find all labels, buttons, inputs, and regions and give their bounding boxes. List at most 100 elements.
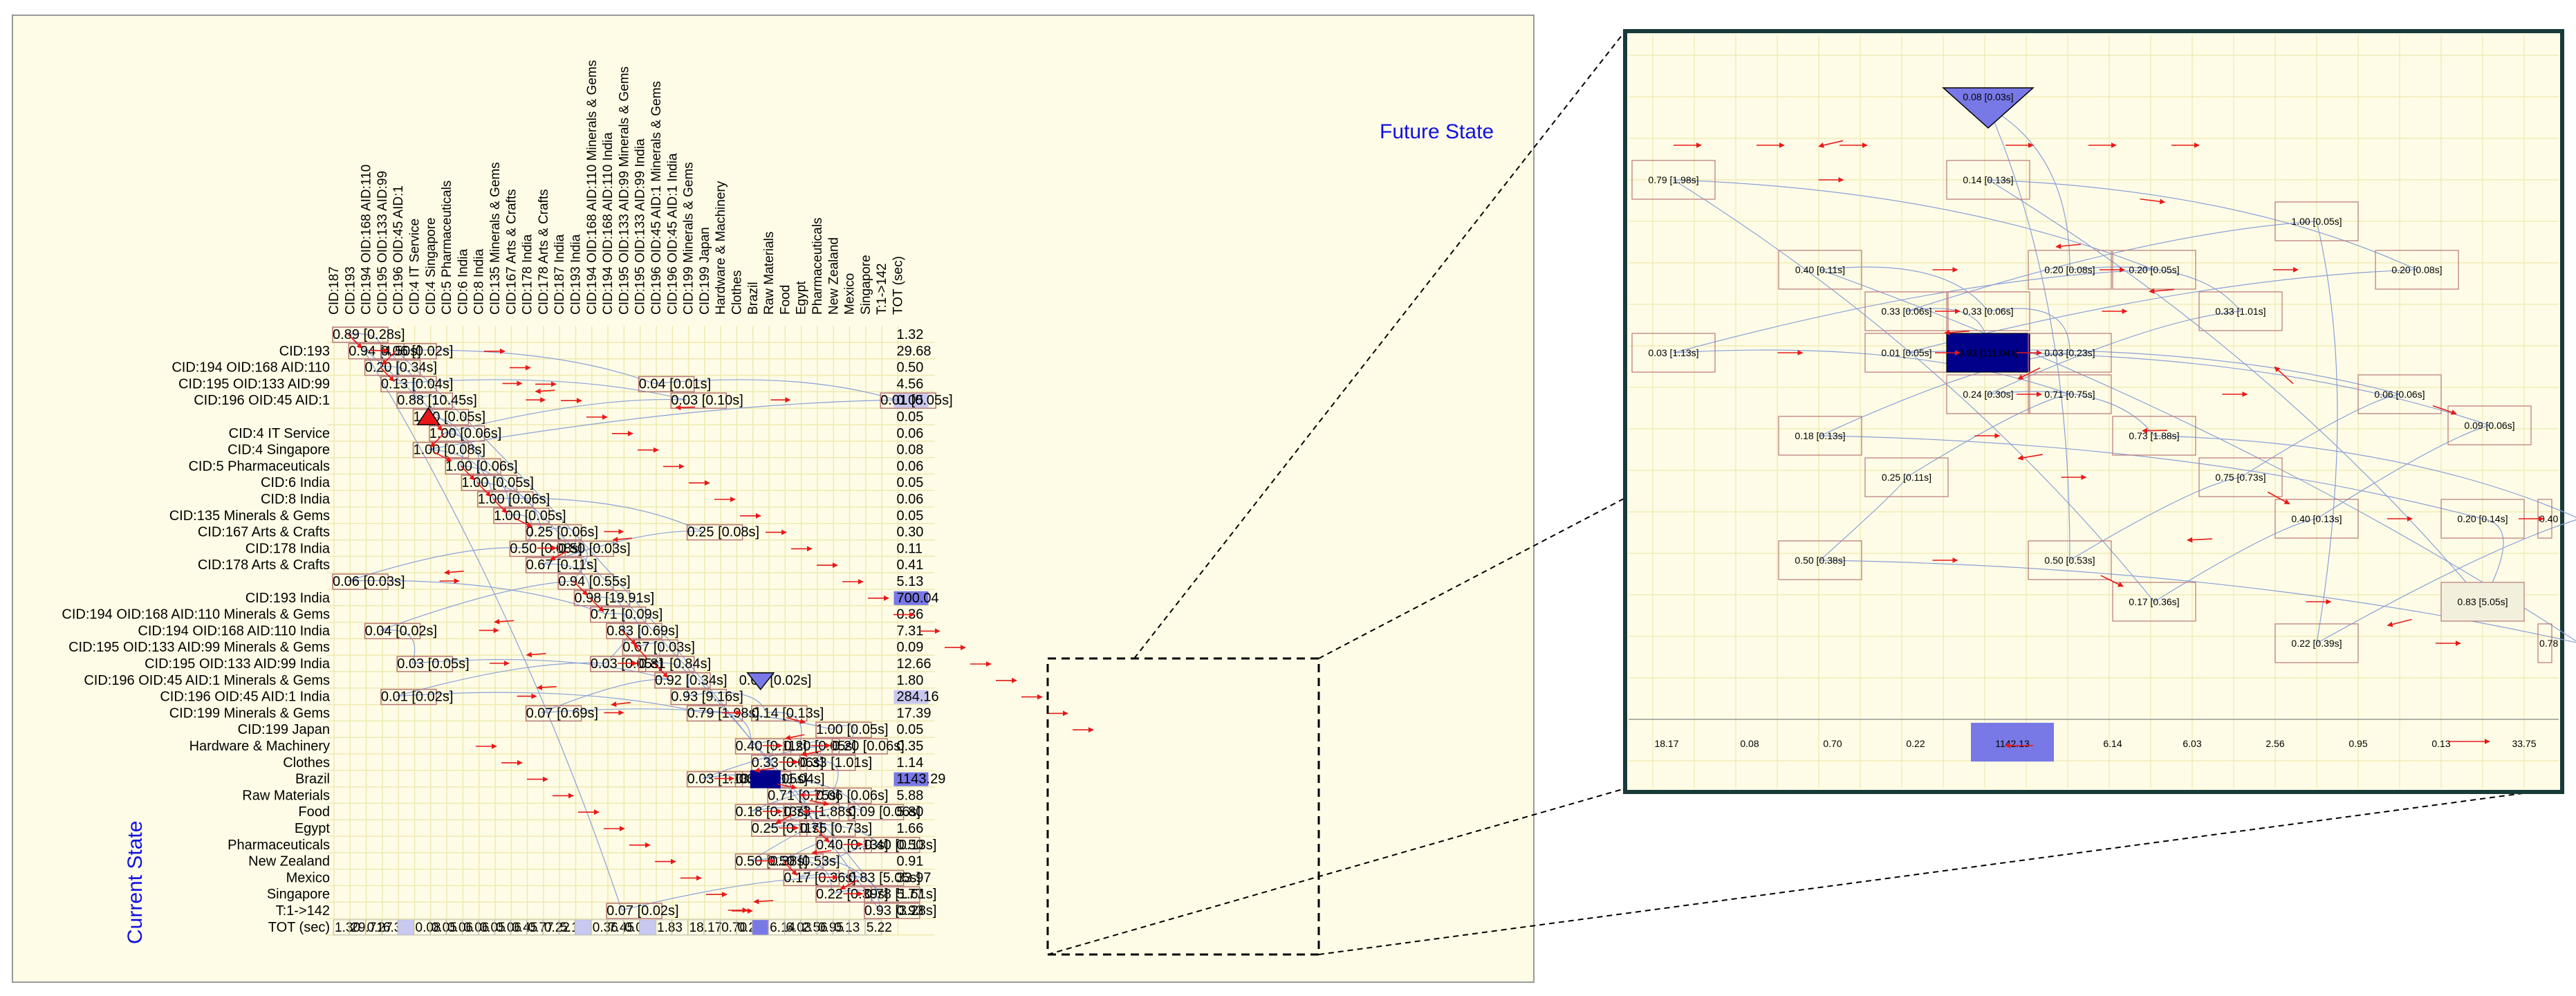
tot-row-value: 0.22 — [544, 921, 570, 935]
tot-value: 0.11 — [897, 541, 923, 556]
tot-row-value: 7.45 — [609, 921, 634, 935]
transition-link — [831, 889, 880, 911]
zoom-transition-link — [1819, 560, 2576, 643]
transition-arrow — [840, 880, 858, 890]
zoom-cell-box — [1864, 457, 1949, 497]
tot-value: 284.16 — [897, 690, 939, 705]
matrix-cell-box — [864, 886, 920, 903]
tot-value: 12.66 — [897, 656, 932, 672]
zoom-transition-arrow — [2387, 618, 2412, 627]
matrix-cell-box — [525, 524, 582, 541]
zoom-transition-arrow — [2187, 537, 2213, 543]
transition-arrows — [348, 334, 1094, 914]
column-header: CID:187 — [327, 266, 342, 315]
matrix-cell-box — [525, 705, 582, 722]
zoom-tot-value: 0.08 — [1740, 738, 1759, 749]
transition-arrow — [589, 597, 604, 613]
zoom-transition-arrow — [2100, 575, 2124, 587]
matrix-cell-box — [638, 656, 695, 672]
zoom-transition-link — [1819, 269, 2576, 642]
zoom-cell-value: 0.20 [0.14s] — [2457, 513, 2508, 524]
matrix-cell-box — [686, 524, 743, 541]
matrix-cell-box — [557, 540, 614, 557]
matrix-cell-value: 0.01 [0.05s] — [880, 393, 953, 408]
zoom-cell-box — [1778, 250, 1862, 290]
tot-value: 7.31 — [897, 623, 924, 638]
tot-row-value: 1.30 — [335, 921, 360, 935]
matrix-cells: 0.89 [0.28s]0.94 [4.50s]0.06 [0.02s]0.20… — [332, 326, 953, 919]
zoom-cell-value: 0.06 [0.06s] — [2374, 389, 2425, 400]
matrix-cell-value: 0.07 [0.02s] — [606, 903, 679, 919]
tot-value: 0.06 — [897, 492, 924, 507]
zoom-cell-box — [2274, 201, 2359, 241]
matrix-cell-value: 0.50 [0.53s] — [768, 854, 840, 869]
zoom-transition-link — [1673, 179, 2155, 270]
transition-link — [799, 741, 823, 763]
row-label: Clothes — [283, 755, 330, 771]
highlight-cell-dark — [750, 770, 781, 788]
zoom-connector-top — [1133, 30, 1626, 659]
tot-value: 0.05 — [897, 475, 924, 490]
zoom-transition-link — [1987, 107, 2070, 561]
zoom-cell-box — [1946, 160, 2030, 200]
matrix-cell-box — [767, 853, 824, 870]
transition-arrow — [494, 618, 515, 625]
zoom-cell-value: 0.20 [0.08s] — [2391, 264, 2442, 275]
tot-row-value: 0.77 — [528, 921, 554, 935]
row-label: CID:6 India — [261, 475, 331, 490]
zoom-transition-link — [1819, 266, 1989, 312]
zoom-cell-box — [1778, 416, 1862, 456]
matrix-cell-value: 0.01 [0.02s] — [381, 690, 454, 705]
transition-arrow — [526, 652, 546, 658]
zoom-transition-link — [1987, 179, 2418, 270]
transition-arrow — [775, 813, 794, 824]
column-header: CID:194 OID:168 AID:110 Minerals & Gems — [585, 60, 600, 315]
tot-value: 0.05 — [897, 508, 924, 524]
transition-arrow — [380, 367, 395, 382]
tot-value: 0.41 — [897, 557, 924, 573]
matrix-cell-value: 0.04 [0.02s] — [365, 623, 438, 638]
column-header: Pharmaceuticals — [810, 218, 825, 315]
transition-link — [347, 333, 880, 894]
column-header: CID:178 Arts & Crafts — [537, 189, 551, 315]
tot-row-value: 0.06 — [496, 921, 521, 935]
tot-value: 0.05 — [897, 393, 924, 408]
zoom-transition-arrow — [1944, 329, 1970, 335]
transition-arrow — [785, 734, 805, 741]
transition-link — [750, 856, 864, 878]
row-label: Food — [298, 804, 330, 820]
transition-arrow — [536, 684, 557, 690]
column-header: CID:6 India — [456, 249, 470, 315]
transition-link — [492, 497, 703, 533]
transition-link — [782, 840, 832, 862]
matrix-cell-box — [380, 376, 437, 393]
transition-link — [750, 807, 816, 829]
tot-highlight — [893, 394, 929, 408]
tot-value: 0.05 — [897, 409, 924, 425]
matrix-cell-value: 0.25 [0.11s] — [752, 821, 823, 836]
row-label: CID:178 India — [245, 541, 331, 556]
column-header: CID:5 Pharmaceuticals — [440, 181, 454, 315]
column-header: CID:193 India — [569, 234, 584, 315]
tot-value: 1.32 — [897, 327, 924, 342]
row-label: Hardware & Machinery — [189, 739, 330, 754]
matrix-cell-value: 1.00 [0.06s] — [429, 426, 502, 441]
transition-arrow — [550, 551, 568, 561]
matrix-cell-value: 0.67 [0.11s] — [526, 557, 597, 573]
zoom-transition-link — [1906, 394, 2070, 478]
tot-row-cell — [752, 919, 769, 936]
matrix-cell-box — [734, 853, 792, 870]
column-header: CID:195 OID:133 AID:99 — [376, 171, 390, 315]
zoom-cell-value: 0.50 [0.38s] — [1795, 555, 1845, 566]
matrix-cell-box — [654, 672, 711, 689]
zoom-highlight-cell — [1946, 333, 2030, 373]
zoom-cell-box — [2112, 582, 2196, 622]
transition-arrow — [444, 569, 464, 575]
matrix-cell-box — [461, 474, 518, 491]
row-label: CID:195 OID:133 AID:99 India — [145, 656, 331, 672]
zoom-cell-box — [2440, 582, 2525, 622]
zoom-cell-value: 0.33 [0.06s] — [1881, 306, 1931, 317]
transition-link — [702, 744, 848, 780]
matrix-cell-value: 0.13 [0.04s] — [381, 376, 454, 391]
transition-link — [396, 349, 654, 384]
